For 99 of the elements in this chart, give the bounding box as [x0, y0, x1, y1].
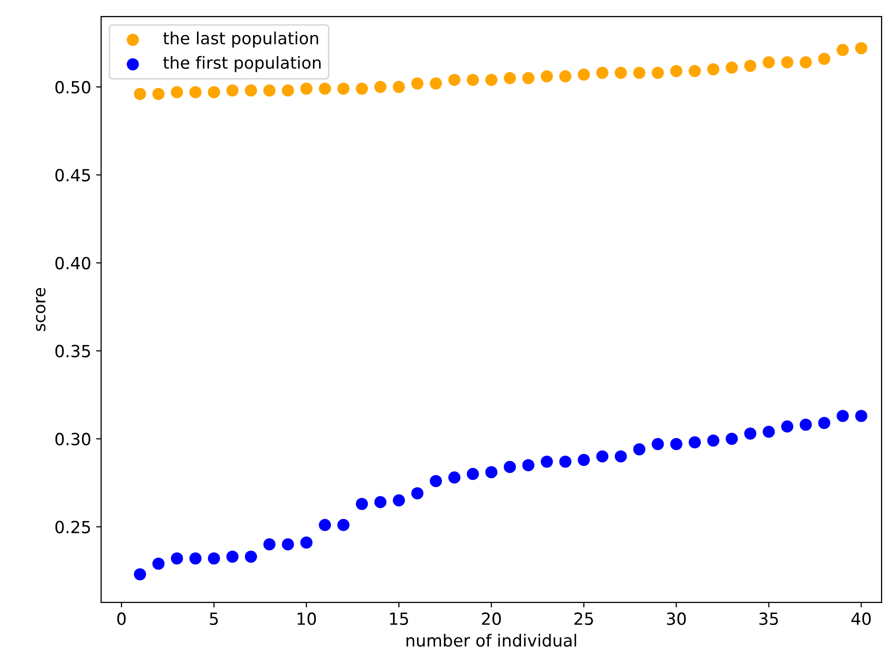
point: [670, 65, 682, 78]
point: [633, 66, 646, 79]
point: [374, 80, 386, 93]
point: [726, 62, 738, 74]
point: [411, 487, 424, 500]
point: [670, 438, 682, 450]
point: [652, 66, 664, 79]
x-tick-label: 35: [759, 612, 778, 626]
y-tick-label: 0.45: [55, 168, 90, 182]
point: [430, 77, 442, 90]
point: [800, 56, 812, 68]
point: [522, 459, 534, 472]
point: [466, 74, 479, 86]
y-axis-title: score: [36, 288, 46, 331]
point: [762, 56, 775, 68]
point: [226, 550, 239, 563]
point: [170, 552, 184, 565]
x-axis-title: number of individual: [406, 634, 576, 647]
point: [337, 518, 350, 532]
x-tick-label: 5: [210, 612, 218, 626]
x-tick-label: 15: [390, 612, 408, 626]
point: [152, 88, 165, 100]
y-tick-label: 0.50: [55, 80, 90, 94]
point: [356, 498, 368, 510]
legend-label: the last population: [163, 32, 318, 48]
y-tick-label: 0.40: [55, 256, 90, 270]
x-tick-label: 20: [482, 612, 501, 626]
point: [208, 552, 220, 565]
point: [762, 426, 775, 438]
point: [504, 72, 516, 84]
point: [559, 70, 572, 82]
point: [818, 416, 830, 430]
point: [688, 65, 701, 78]
point: [652, 438, 664, 450]
point: [411, 77, 424, 90]
point: [263, 84, 276, 97]
point: [744, 60, 756, 72]
x-tick-label: 40: [851, 612, 871, 626]
point: [744, 427, 756, 440]
point: [448, 471, 460, 484]
point: [189, 552, 202, 565]
y-tick-label: 0.35: [55, 344, 90, 358]
point: [614, 66, 627, 79]
point: [466, 468, 479, 480]
point: [244, 550, 258, 563]
point: [485, 74, 498, 86]
point: [688, 436, 701, 448]
point: [836, 44, 849, 56]
point: [300, 536, 312, 549]
point: [300, 82, 312, 95]
point: [356, 82, 368, 95]
point: [226, 84, 239, 97]
point: [392, 494, 405, 506]
x-tick-label: 0: [117, 612, 126, 626]
x-tick-label: 30: [666, 612, 686, 626]
point: [578, 68, 590, 81]
point: [818, 52, 830, 65]
point: [578, 454, 590, 466]
x-tick-label: 25: [574, 612, 593, 626]
point: [781, 56, 794, 68]
x-tick-label: 10: [298, 612, 316, 626]
point: [263, 538, 276, 550]
point: [208, 86, 220, 98]
y-tick-label: 0.30: [55, 432, 90, 446]
point: [504, 460, 516, 474]
point: [170, 86, 184, 98]
point: [134, 88, 146, 100]
point: [282, 84, 294, 97]
point: [282, 538, 294, 550]
point: [614, 450, 627, 462]
point: [318, 518, 331, 532]
point: [596, 450, 608, 462]
point: [726, 432, 738, 445]
point: [836, 410, 849, 422]
point: [707, 63, 720, 76]
point: [244, 84, 258, 97]
point: [596, 66, 608, 79]
point: [374, 496, 386, 508]
point: [152, 558, 165, 570]
point: [189, 86, 202, 98]
point: [855, 42, 868, 54]
point: [134, 568, 146, 580]
point: [337, 82, 350, 95]
point: [781, 420, 794, 433]
point: [430, 474, 442, 488]
point: [392, 80, 405, 93]
point: [448, 74, 460, 86]
legend-label: the first population: [163, 56, 321, 72]
point: [559, 456, 572, 468]
point: [633, 443, 646, 456]
point: [800, 418, 812, 431]
point: [707, 434, 720, 447]
point: [485, 466, 498, 478]
point: [855, 410, 868, 422]
point: [522, 72, 534, 84]
point: [318, 82, 331, 95]
point: [540, 456, 553, 468]
point: [540, 70, 553, 82]
y-tick-label: 0.25: [55, 520, 90, 534]
